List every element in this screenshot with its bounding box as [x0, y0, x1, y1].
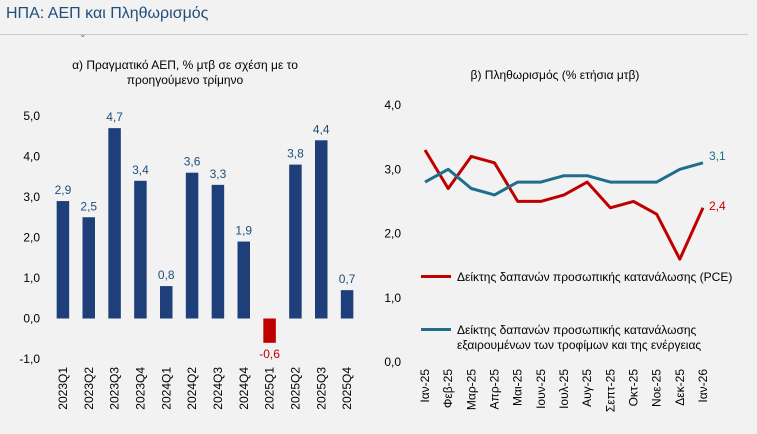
- inflation-y-tick-label: 1,0: [384, 291, 401, 305]
- gdp-x-tick-label: 2025Q2: [288, 367, 302, 410]
- inflation-x-tick-label: Ιουλ-25: [557, 369, 571, 409]
- gdp-x-tick-label: 2024Q1: [159, 367, 173, 410]
- gdp-x-tick-label: 2025Q1: [263, 367, 277, 410]
- gdp-x-tick-label: 2024Q4: [237, 367, 251, 410]
- gdp-y-tick-label: -1,0: [19, 352, 40, 366]
- gdp-data-label: 3,8: [287, 147, 304, 161]
- gdp-x-tick-label: 2023Q4: [133, 367, 147, 410]
- inflation-x-tick-label: Μαρ-25: [464, 369, 478, 410]
- inflation-y-tick-label: 2,0: [384, 227, 401, 241]
- inflation-x-tick-label: Απρ-25: [488, 369, 502, 410]
- inflation-x-tick-label: Σεπτ-25: [603, 369, 617, 412]
- gdp-y-tick-label: 1,0: [23, 271, 40, 285]
- inflation-x-tick-label: Ιαν-26: [696, 369, 710, 403]
- legend-label-pce: Δείκτης δαπανών προσωπικής κατανάλωσης (…: [457, 270, 733, 284]
- inflation-y-tick-label: 4,0: [384, 98, 401, 112]
- gdp-x-tick-label: 2023Q1: [56, 367, 70, 410]
- gdp-y-tick-label: 4,0: [23, 150, 40, 164]
- gdp-bar: [289, 164, 302, 319]
- gdp-chart-title: α) Πραγματικό ΑΕΠ, % μτβ σε σχέση με το …: [72, 58, 298, 87]
- inflation-y-tick-label: 0,0: [384, 355, 401, 369]
- gdp-y-tick-label: 3,0: [23, 190, 40, 204]
- gdp-bar: [340, 290, 354, 319]
- gdp-data-label: 4,7: [106, 110, 123, 124]
- gdp-y-tick-label: 2,0: [23, 231, 40, 245]
- gdp-bar: [211, 184, 225, 319]
- legend-swatch-core-pce: [421, 328, 451, 331]
- pce-end-label: 2,4: [709, 199, 726, 213]
- gdp-data-label: 0,7: [339, 272, 356, 286]
- gdp-x-tick-label: 2024Q3: [211, 367, 225, 410]
- gdp-bar: [82, 217, 95, 319]
- pce-series-line: [423, 149, 705, 261]
- gdp-bar: [108, 128, 121, 319]
- inflation-x-tick-label: Δεκ-25: [673, 369, 687, 406]
- gdp-x-tick-label: 2023Q3: [108, 367, 122, 410]
- gdp-data-label: 1,9: [235, 224, 252, 238]
- inflation-y-tick-label: 3,0: [384, 162, 401, 176]
- gdp-data-label: 3,4: [132, 163, 149, 177]
- gdp-x-tick-label: 2024Q2: [185, 367, 199, 410]
- gdp-x-tick-label: 2025Q3: [314, 367, 328, 410]
- gdp-x-tick-label: 2025Q4: [340, 367, 354, 410]
- inflation-x-tick-label: Οκτ-25: [627, 369, 641, 407]
- gdp-data-label: -0,6: [259, 347, 280, 361]
- inflation-x-tick-label: Φεβ-25: [441, 369, 455, 408]
- inflation-x-tick-label: Ιαν-25: [418, 369, 432, 403]
- gdp-data-label: 3,6: [184, 155, 201, 169]
- core-pce-series-line: [424, 161, 704, 197]
- header-divider: [0, 34, 748, 35]
- gdp-bar: [315, 140, 328, 319]
- gdp-data-label: 4,4: [313, 122, 330, 136]
- gdp-bar: [160, 286, 173, 319]
- inflation-x-tick-label: Ιουν-25: [534, 369, 548, 409]
- gdp-data-label: 3,3: [210, 167, 227, 181]
- inflation-x-tick-label: Νοε-25: [650, 369, 664, 407]
- gdp-data-label: 0,8: [158, 268, 175, 282]
- legend-label-core-pce: Δείκτης δαπανών προσωπικής κατανάλωσης ε…: [457, 323, 702, 352]
- legend-swatch-pce: [421, 275, 451, 278]
- gdp-bar: [134, 180, 147, 319]
- page-title: ΗΠΑ: ΑΕΠ και Πληθωρισμός: [6, 5, 209, 22]
- gdp-data-label: 2,5: [80, 199, 97, 213]
- gdp-bar: [56, 201, 70, 319]
- gdp-bar: [237, 241, 250, 319]
- gdp-data-label: 2,9: [55, 183, 72, 197]
- gdp-bar: [185, 172, 199, 319]
- gdp-x-tick-label: 2023Q2: [82, 367, 96, 410]
- gdp-y-tick-label: 5,0: [23, 109, 40, 123]
- gdp-bar: [263, 318, 276, 343]
- core-pce-end-label: 3,1: [709, 149, 726, 163]
- inflation-x-tick-label: Μαι-25: [511, 369, 525, 406]
- inflation-x-tick-label: Αυγ-25: [580, 369, 594, 407]
- gdp-y-tick-label: 0,0: [23, 312, 40, 326]
- inflation-chart-title: β) Πληθωρισμός (% ετήσια μτβ): [470, 68, 640, 82]
